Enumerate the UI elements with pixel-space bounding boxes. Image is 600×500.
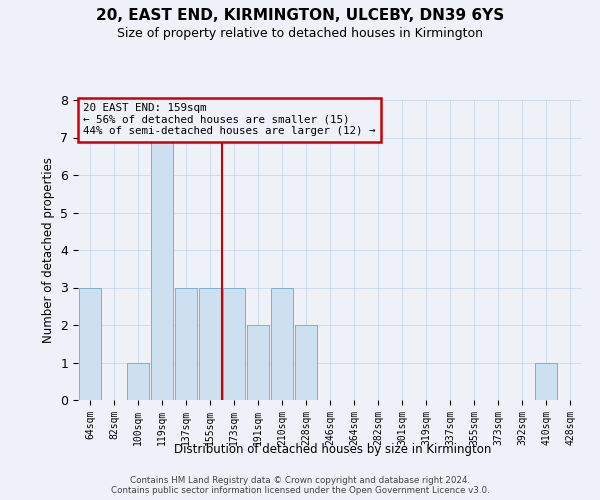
Bar bbox=[535, 362, 557, 400]
Bar bbox=[223, 288, 245, 400]
Bar bbox=[271, 288, 293, 400]
Bar bbox=[199, 288, 221, 400]
Text: Contains HM Land Registry data © Crown copyright and database right 2024.
Contai: Contains HM Land Registry data © Crown c… bbox=[110, 476, 490, 495]
Y-axis label: Number of detached properties: Number of detached properties bbox=[42, 157, 55, 343]
Bar bbox=[127, 362, 149, 400]
Text: Distribution of detached houses by size in Kirmington: Distribution of detached houses by size … bbox=[175, 442, 491, 456]
Bar bbox=[295, 325, 317, 400]
Bar bbox=[247, 325, 269, 400]
Text: Size of property relative to detached houses in Kirmington: Size of property relative to detached ho… bbox=[117, 28, 483, 40]
Text: 20 EAST END: 159sqm
← 56% of detached houses are smaller (15)
44% of semi-detach: 20 EAST END: 159sqm ← 56% of detached ho… bbox=[83, 103, 376, 136]
Bar bbox=[175, 288, 197, 400]
Text: 20, EAST END, KIRMINGTON, ULCEBY, DN39 6YS: 20, EAST END, KIRMINGTON, ULCEBY, DN39 6… bbox=[96, 8, 504, 22]
Bar bbox=[79, 288, 101, 400]
Bar bbox=[151, 138, 173, 400]
